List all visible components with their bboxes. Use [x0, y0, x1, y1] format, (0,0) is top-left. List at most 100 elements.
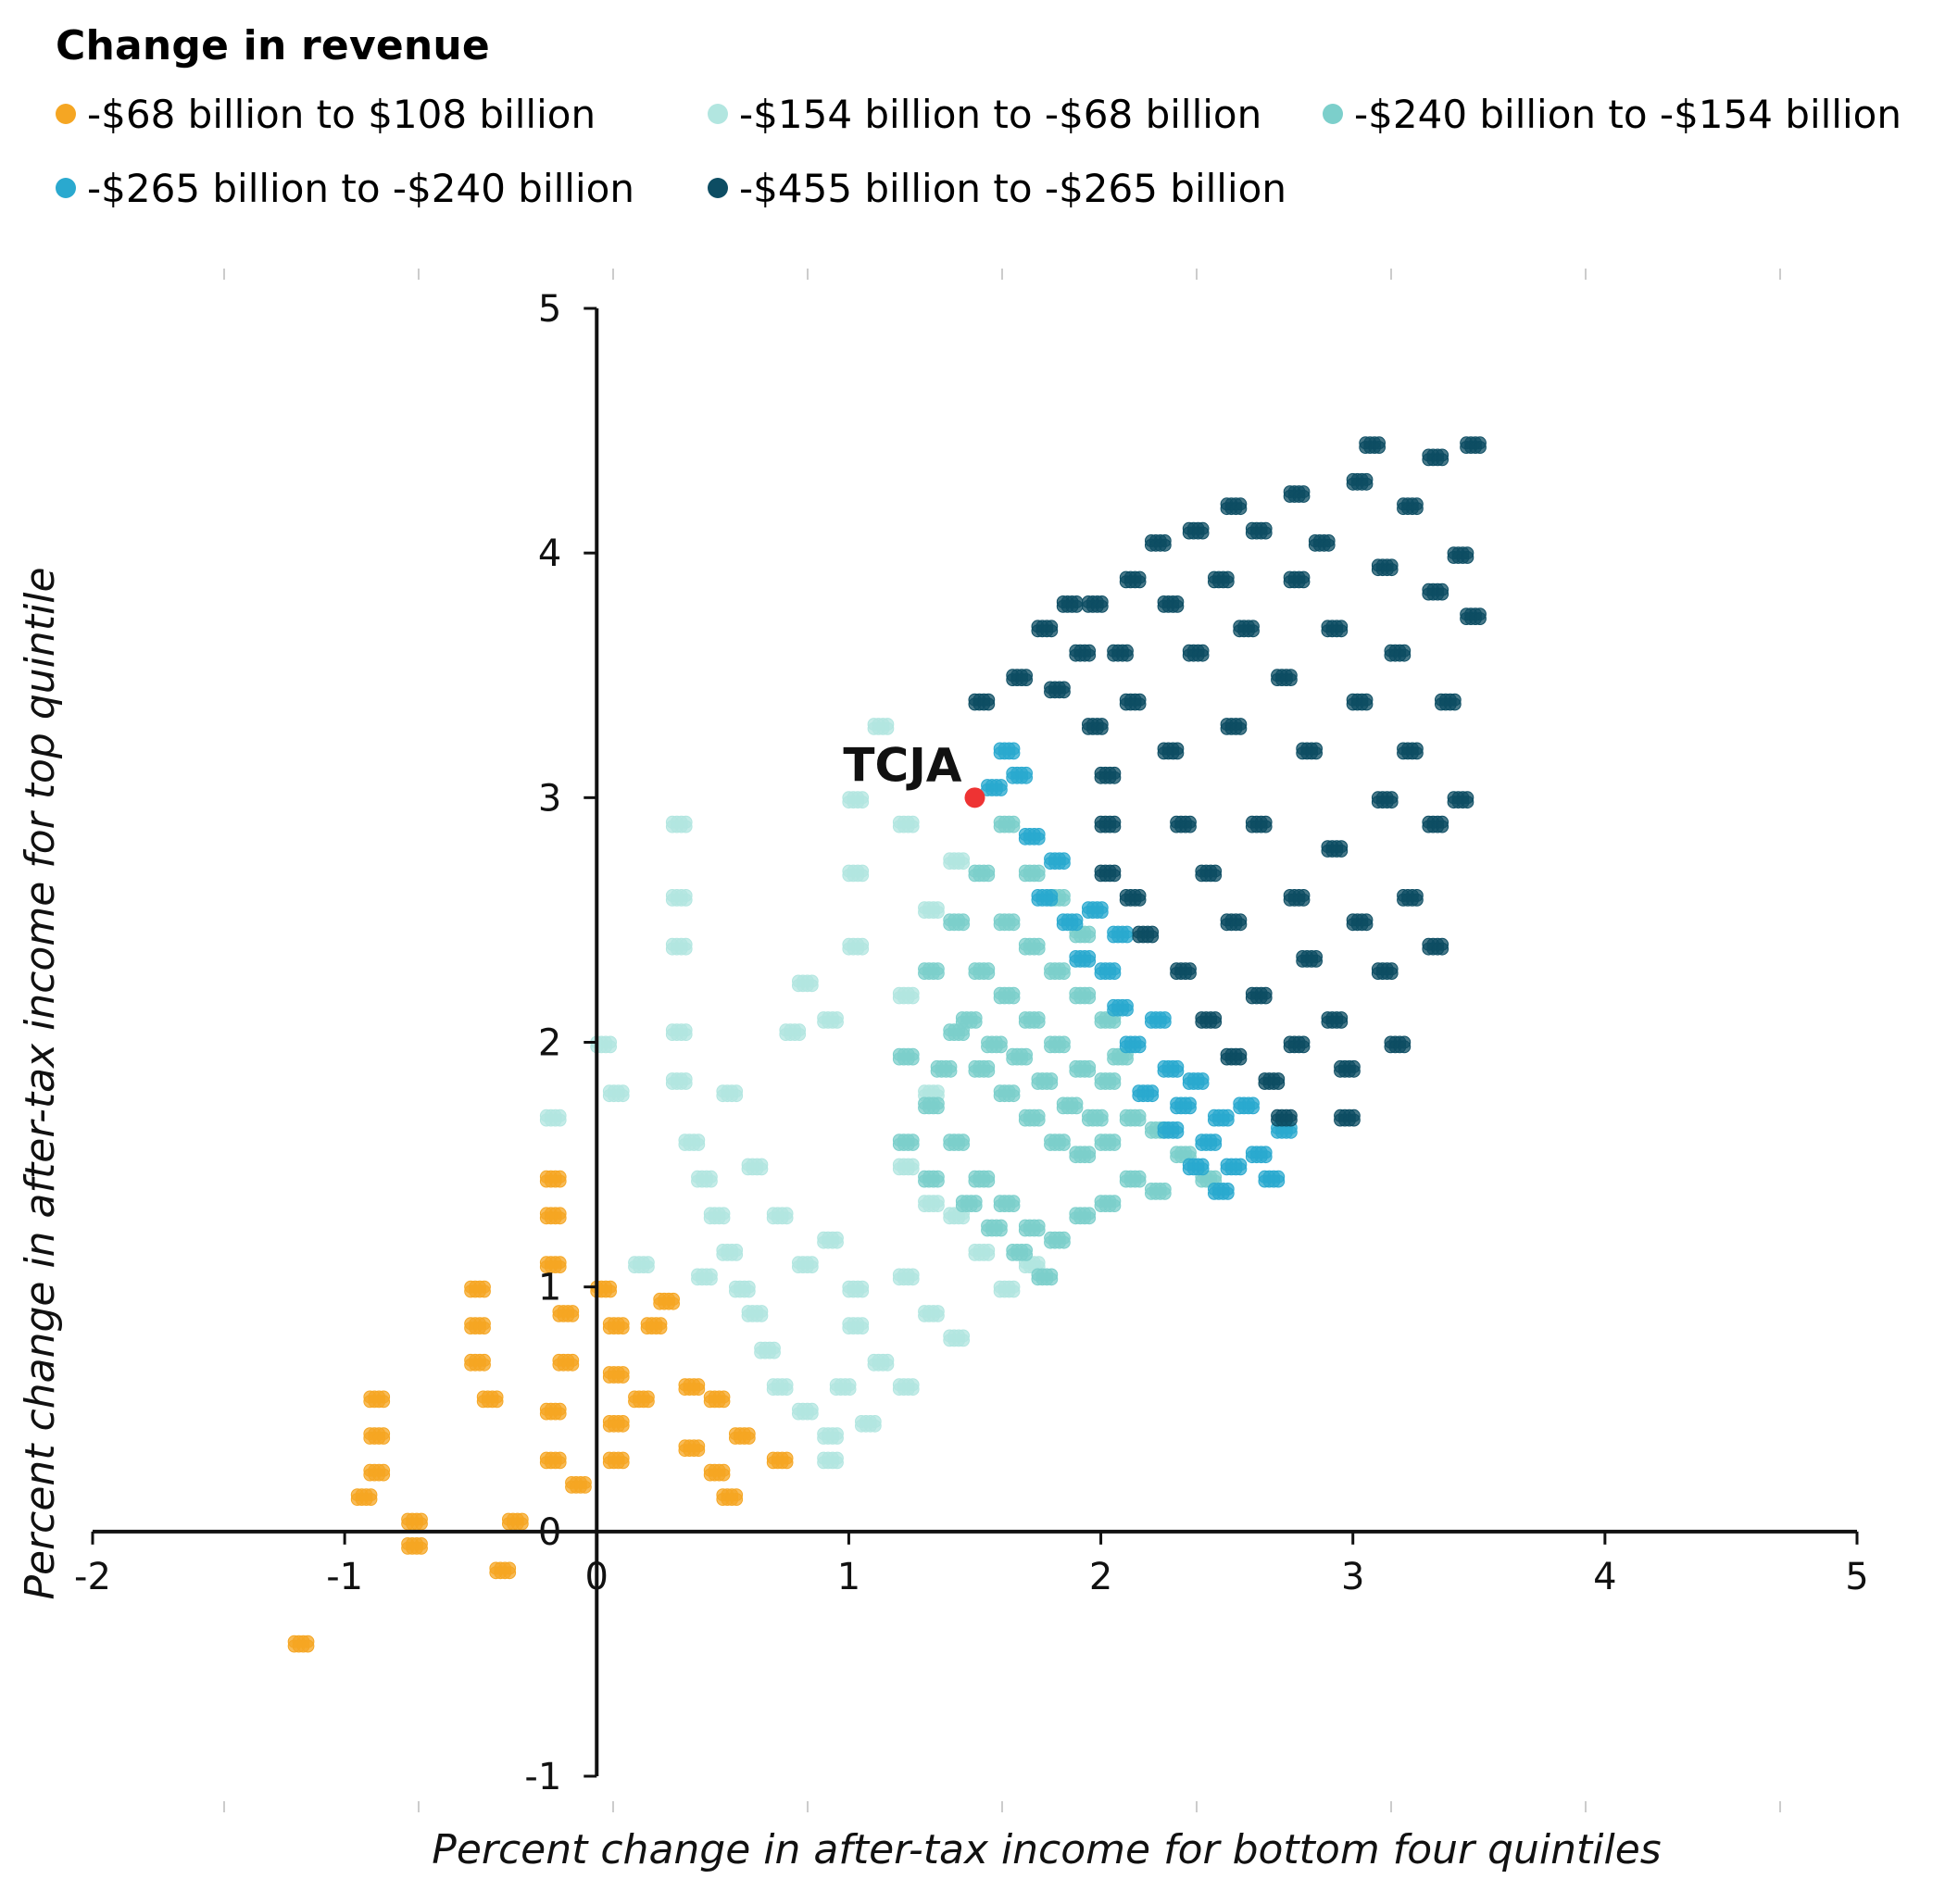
- data-point: [931, 1309, 945, 1322]
- data-point: [717, 1468, 731, 1482]
- point-cluster-4-0: [968, 693, 996, 711]
- point-cluster-1-41: [993, 1280, 1021, 1298]
- point-cluster-1-47: [943, 852, 970, 871]
- point-cluster-2-49: [1006, 1047, 1033, 1066]
- point-cluster-1-42: [1018, 1256, 1046, 1273]
- data-point: [982, 967, 996, 980]
- legend-label-1: -$68 billion to $108 billion: [87, 91, 596, 137]
- point-cluster-1-20: [817, 1231, 844, 1249]
- point-cluster-1-32: [842, 864, 870, 883]
- point-cluster-3-15: [1220, 1158, 1248, 1176]
- point-cluster-2-47: [955, 1011, 983, 1029]
- point-cluster-2-29: [1069, 986, 1097, 1005]
- point-cluster-2-18: [1119, 1109, 1147, 1127]
- point-cluster-1-22: [842, 1317, 870, 1334]
- point-cluster-0-12: [502, 1512, 529, 1531]
- point-cluster-4-41: [1321, 620, 1349, 638]
- point-cluster-0-22: [602, 1317, 630, 1334]
- point-cluster-0-6: [401, 1537, 428, 1555]
- data-point: [377, 1431, 391, 1445]
- data-point: [1108, 1199, 1122, 1212]
- point-cluster-0-24: [602, 1415, 630, 1433]
- point-cluster-0-21: [590, 1280, 617, 1298]
- data-point: [1120, 930, 1134, 944]
- point-cluster-2-34: [943, 913, 970, 932]
- axes: [91, 307, 1859, 1778]
- point-cluster-0-28: [653, 1292, 680, 1310]
- data-point: [616, 1370, 630, 1384]
- data-point: [1108, 820, 1122, 833]
- point-cluster-4-18: [1170, 962, 1197, 980]
- legend-label-2: -$154 billion to -$68 billion: [739, 91, 1262, 137]
- point-cluster-4-48: [1359, 436, 1386, 454]
- x-axis-title: Percent change in after-tax income for b…: [432, 1826, 1661, 1873]
- point-cluster-0-18: [539, 1402, 567, 1421]
- data-point: [553, 1174, 567, 1188]
- data-point: [1436, 453, 1449, 467]
- point-cluster-2-52: [1082, 1109, 1109, 1127]
- data-point: [755, 1309, 769, 1322]
- data-point: [1095, 599, 1109, 613]
- data-point: [1284, 1125, 1298, 1139]
- point-cluster-3-21: [1082, 901, 1109, 919]
- data-point: [553, 1211, 567, 1225]
- point-cluster-2-20: [968, 962, 996, 980]
- point-cluster-4-39: [1296, 950, 1323, 968]
- data-point: [957, 857, 970, 871]
- point-cluster-4-25: [1220, 718, 1248, 735]
- point-cluster-0-32: [716, 1488, 744, 1506]
- point-cluster-1-2: [539, 1109, 567, 1127]
- data-point: [805, 1407, 819, 1421]
- data-point: [982, 869, 996, 883]
- point-cluster-2-5: [1018, 1219, 1046, 1237]
- data-point: [1360, 697, 1374, 711]
- data-point: [906, 1383, 920, 1397]
- point-cluster-2-32: [1069, 925, 1097, 944]
- x-tick-label-4: 2: [1089, 1556, 1112, 1598]
- data-point: [982, 1064, 996, 1078]
- point-cluster-2-13: [993, 1084, 1021, 1103]
- tcja-label: TCJA: [843, 738, 961, 792]
- point-cluster-1-26: [741, 1158, 769, 1176]
- point-cluster-0-35: [766, 1451, 794, 1470]
- data-point: [641, 1260, 655, 1273]
- point-cluster-2-41: [981, 1219, 1008, 1237]
- data-point: [1057, 685, 1071, 699]
- point-cluster-1-7: [665, 1072, 693, 1090]
- point-cluster-1-40: [968, 1244, 996, 1261]
- point-cluster-1-45: [943, 1329, 970, 1347]
- point-cluster-4-38: [1296, 742, 1323, 760]
- point-cluster-2-14: [1018, 1109, 1046, 1127]
- data-point: [301, 1639, 315, 1653]
- data-point: [856, 869, 870, 883]
- point-cluster-0-9: [464, 1353, 491, 1372]
- data-point: [667, 1296, 680, 1310]
- data-point: [957, 1334, 970, 1347]
- point-cluster-4-15: [1157, 595, 1185, 613]
- point-cluster-2-25: [1094, 1072, 1122, 1090]
- point-cluster-4-43: [1321, 1011, 1349, 1029]
- data-point: [805, 1260, 819, 1273]
- data-point: [1297, 893, 1311, 907]
- point-cluster-1-1: [602, 1084, 630, 1103]
- legend-label-4: -$265 billion to -$240 billion: [87, 165, 634, 211]
- point-cluster-0-25: [602, 1451, 630, 1470]
- point-cluster-3-2: [1018, 828, 1046, 846]
- x-tick-label-0: -2: [74, 1556, 111, 1598]
- data-point: [1007, 991, 1021, 1005]
- point-cluster-4-21: [1195, 864, 1223, 883]
- data-point: [957, 1028, 970, 1041]
- point-cluster-2-16: [1069, 1146, 1097, 1164]
- data-point: [881, 721, 895, 735]
- legend-swatch-3: [1323, 104, 1343, 124]
- point-cluster-0-27: [640, 1317, 668, 1334]
- data-point: [1133, 893, 1147, 907]
- data-point: [906, 1272, 920, 1286]
- point-cluster-2-10: [1145, 1183, 1172, 1200]
- data-point: [755, 1162, 769, 1176]
- point-cluster-4-67: [1271, 1109, 1298, 1127]
- point-cluster-1-48: [918, 1195, 945, 1212]
- data-point: [1209, 1015, 1223, 1029]
- point-cluster-2-48: [981, 1035, 1008, 1054]
